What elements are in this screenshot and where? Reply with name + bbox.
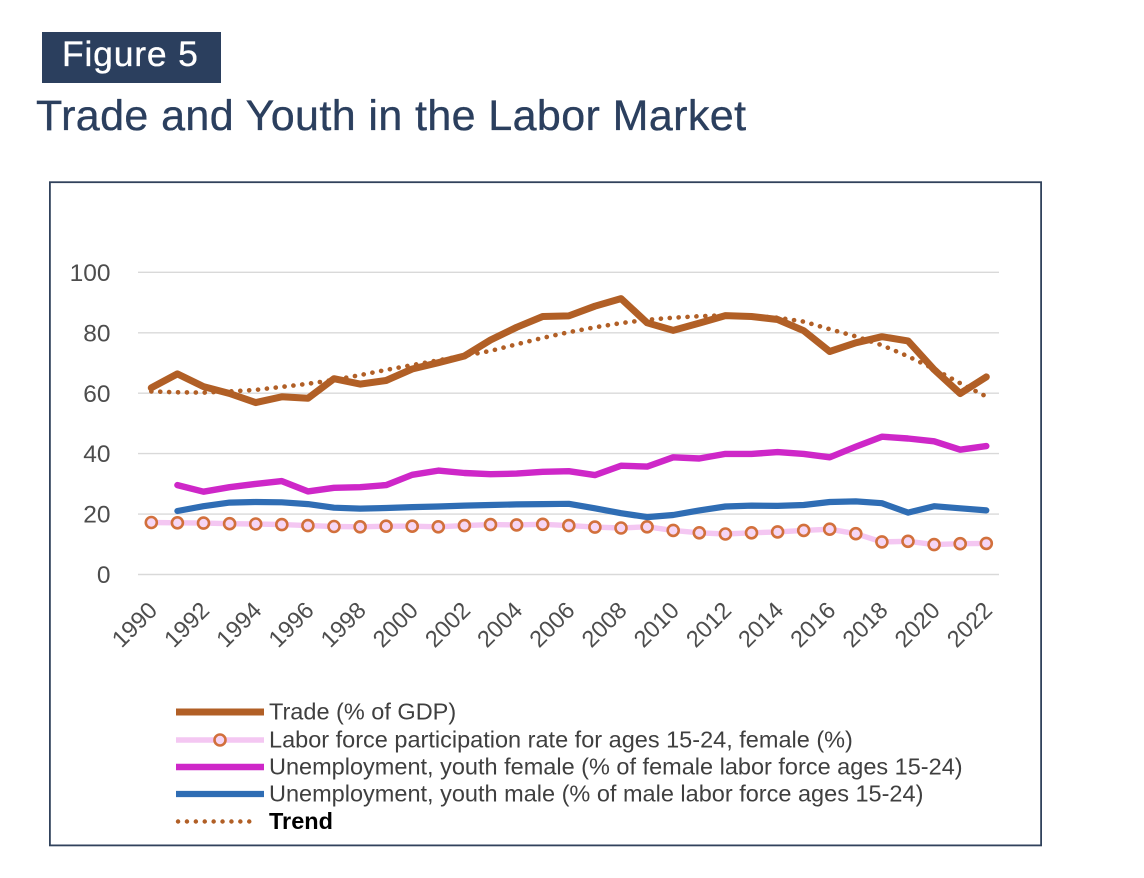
svg-text:Labor force participation rate: Labor force participation rate for ages … bbox=[269, 727, 853, 753]
svg-text:40: 40 bbox=[83, 441, 110, 468]
svg-text:2014: 2014 bbox=[733, 597, 788, 652]
svg-text:Unemployment, youth female (%: Unemployment, youth female (% of female … bbox=[269, 754, 963, 780]
svg-text:2016: 2016 bbox=[785, 597, 840, 652]
svg-text:Trade (% of GDP): Trade (% of GDP) bbox=[269, 699, 456, 725]
svg-text:2006: 2006 bbox=[524, 597, 579, 652]
svg-text:20: 20 bbox=[83, 502, 110, 529]
svg-text:2018: 2018 bbox=[837, 597, 892, 652]
svg-text:2010: 2010 bbox=[629, 597, 684, 652]
svg-text:1992: 1992 bbox=[159, 597, 214, 652]
svg-text:1994: 1994 bbox=[211, 597, 266, 652]
svg-text:Trend: Trend bbox=[269, 808, 333, 834]
svg-text:0: 0 bbox=[97, 562, 111, 589]
svg-text:2012: 2012 bbox=[681, 597, 736, 652]
svg-text:1996: 1996 bbox=[263, 597, 318, 652]
svg-text:1998: 1998 bbox=[316, 597, 371, 652]
svg-text:1990: 1990 bbox=[107, 597, 162, 652]
svg-text:2022: 2022 bbox=[942, 597, 997, 652]
svg-text:60: 60 bbox=[83, 381, 110, 408]
svg-text:2002: 2002 bbox=[420, 597, 475, 652]
svg-text:80: 80 bbox=[83, 320, 110, 347]
svg-text:100: 100 bbox=[70, 260, 111, 287]
svg-text:2000: 2000 bbox=[368, 597, 423, 652]
svg-text:2020: 2020 bbox=[890, 597, 945, 652]
svg-text:Unemployment, youth male (% of: Unemployment, youth male (% of male labo… bbox=[269, 781, 923, 807]
svg-text:2008: 2008 bbox=[576, 597, 631, 652]
svg-text:2004: 2004 bbox=[472, 597, 527, 652]
